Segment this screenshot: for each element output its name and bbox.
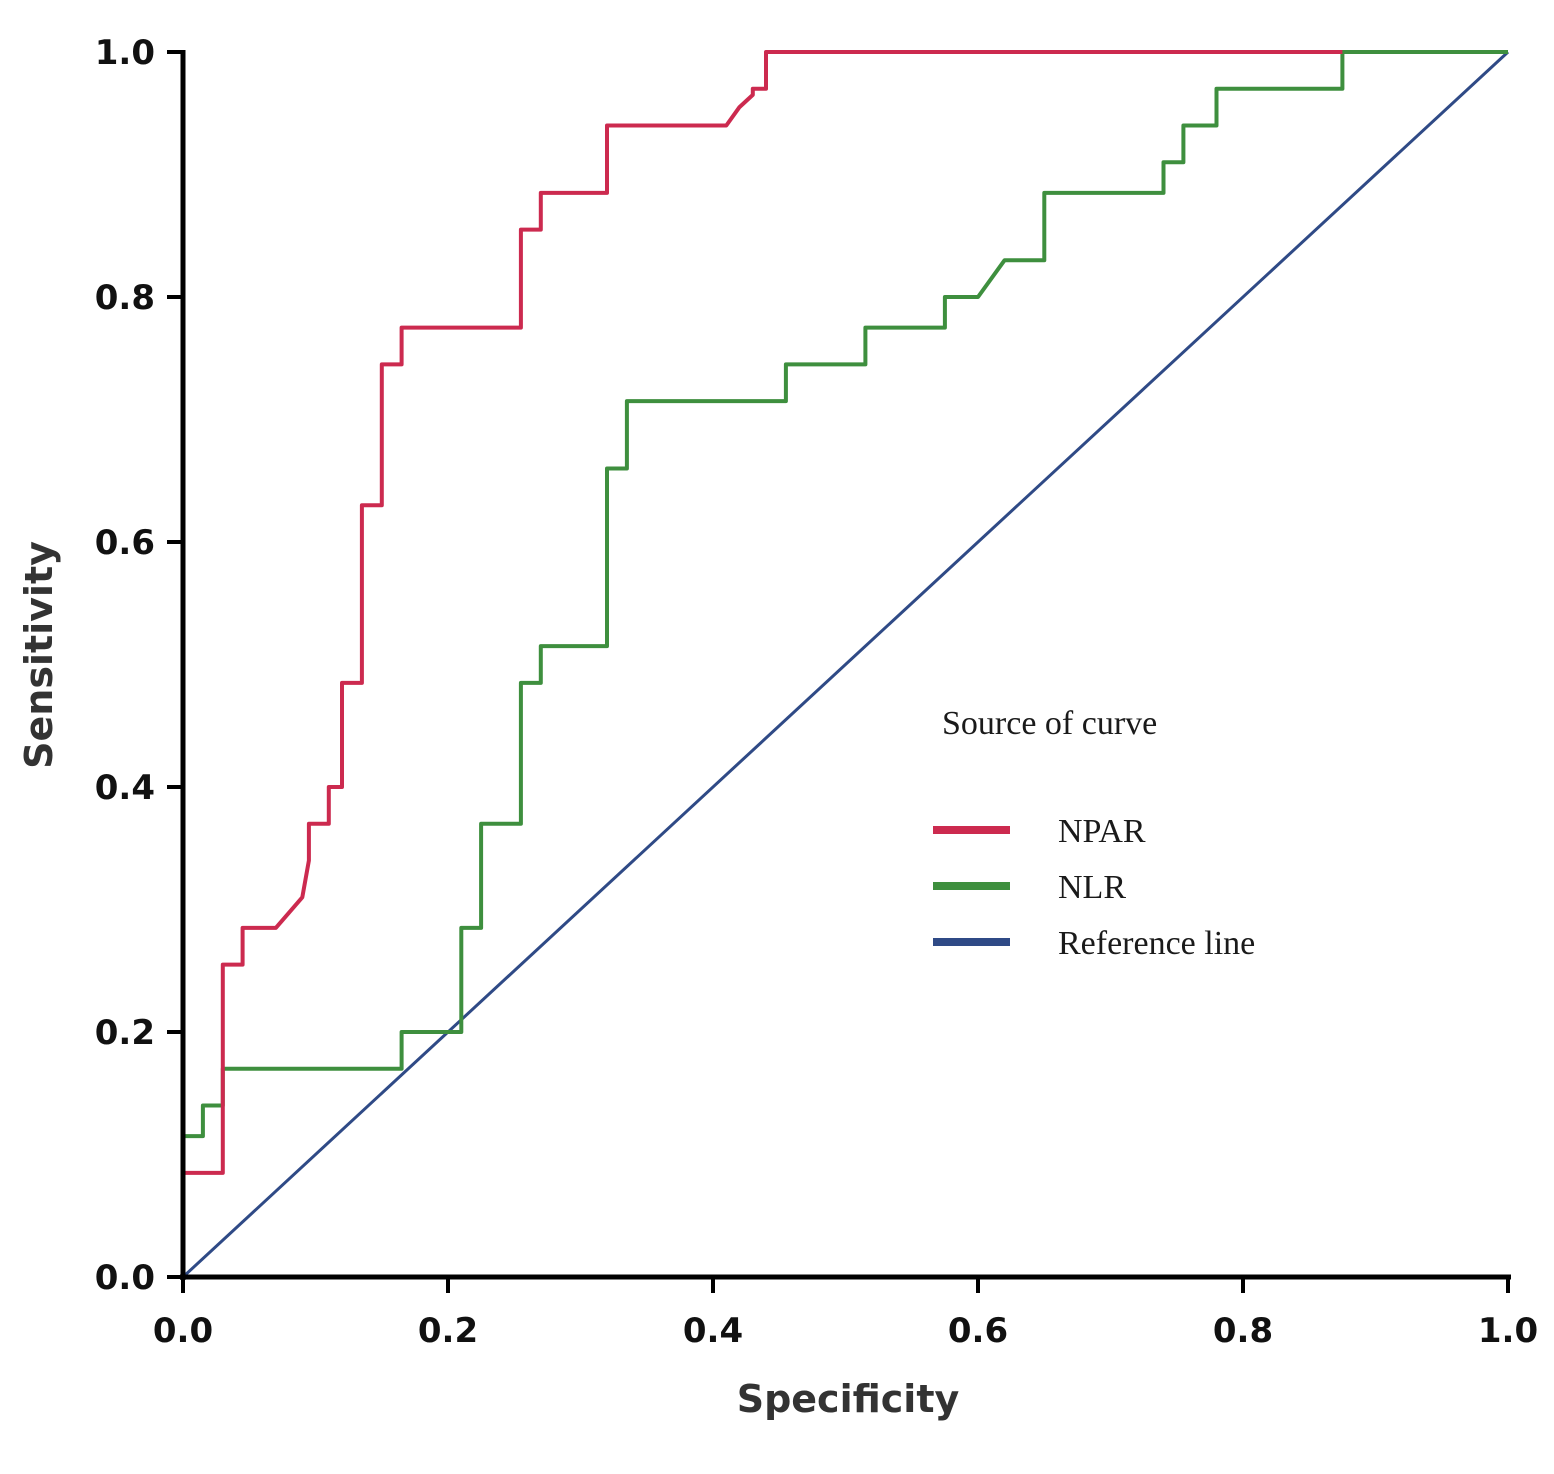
legend-items: NPAR NLR Reference line <box>933 813 1255 962</box>
y-tick-label: 0.4 <box>95 768 155 808</box>
x-axis-title: Specificity <box>737 1377 960 1421</box>
legend-label-nlr: NLR <box>1058 869 1126 906</box>
series-layer <box>181 50 1510 1279</box>
y-tick-label: 0.8 <box>95 278 155 318</box>
x-tick-label: 0.2 <box>418 1311 478 1351</box>
x-tick-label: 0.0 <box>153 1311 213 1351</box>
y-tick-label: 0.0 <box>95 1258 155 1298</box>
axis-layer <box>180 50 1511 1280</box>
y-tick-label: 0.2 <box>95 1013 155 1053</box>
x-tick-label: 1.0 <box>1478 1311 1538 1351</box>
x-tick-label: 0.8 <box>1213 1311 1273 1351</box>
series-line-nlr <box>183 50 1508 1139</box>
series-line-reference-line <box>181 50 1510 1279</box>
x-tick-label: 0.6 <box>948 1311 1008 1351</box>
x-tick-label: 0.4 <box>683 1311 743 1351</box>
legend-title: Source of curve <box>942 705 1157 742</box>
tick-layer: 0.0 0.2 0.4 0.6 0.8 1.0 0.0 0.2 0.4 0.6 0.8 1.0 <box>95 33 1538 1351</box>
series-line-npar <box>183 50 1343 1175</box>
y-axis-title: Sensitivity <box>17 541 61 769</box>
legend-label-reference-line: Reference line <box>1058 925 1255 962</box>
legend: Source of curve NPAR NLR Reference line <box>933 705 1255 962</box>
legend-label-npar: NPAR <box>1058 813 1146 850</box>
y-tick-label: 0.6 <box>95 523 155 563</box>
y-tick-label: 1.0 <box>95 33 155 73</box>
